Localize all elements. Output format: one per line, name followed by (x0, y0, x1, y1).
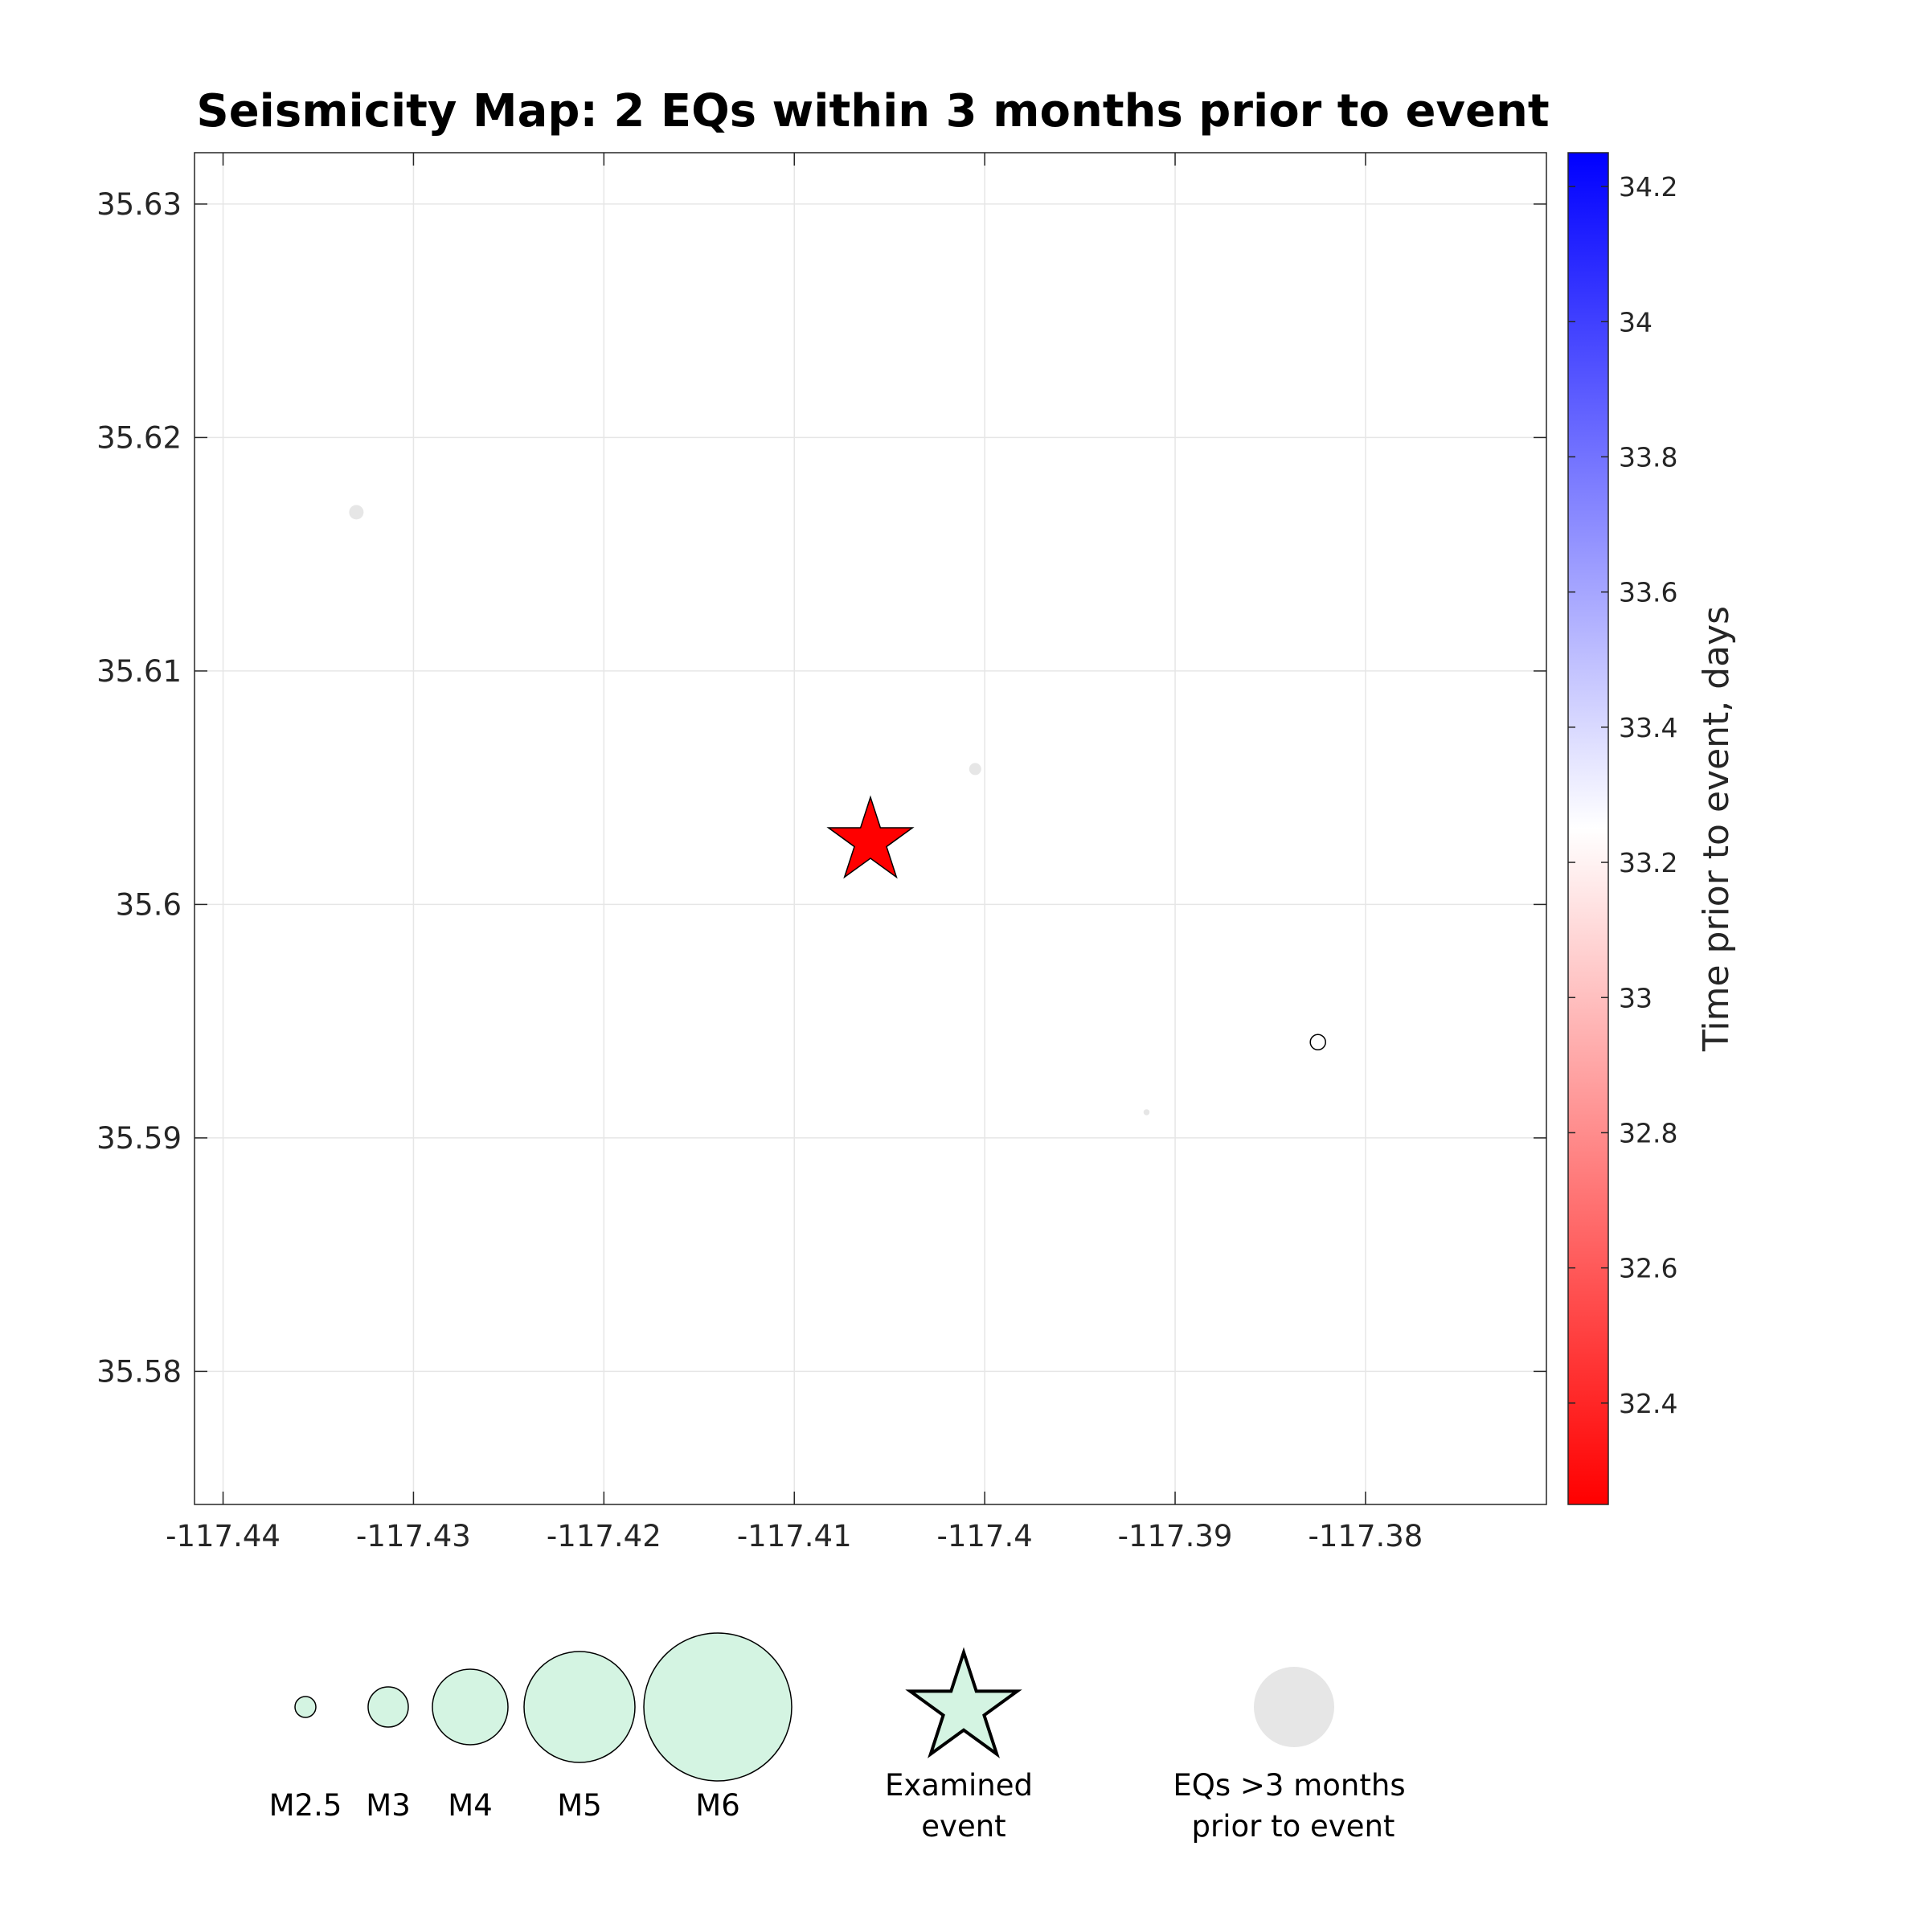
legend-examined-label-line1: Examined (885, 1768, 1033, 1803)
x-tick-label: -117.42 (547, 1519, 661, 1553)
legend-size-m5 (523, 1651, 636, 1763)
recent-event-point (1309, 1034, 1326, 1051)
legend-size-m2-5 (294, 1696, 317, 1718)
legend-old-events-circle (1254, 1667, 1334, 1747)
colorbar-tick-label: 32.8 (1619, 1117, 1677, 1148)
old-event-point (349, 505, 364, 520)
colorbar-tick-label: 32.6 (1619, 1253, 1677, 1284)
colorbar-ticks: 32.4 32.6 32.8 33 33.2 33.4 33.6 33.8 34 34.2 (1568, 171, 1677, 1419)
colorbar-tick-label: 34 (1619, 306, 1653, 338)
chart-title: Seismicity Map: 2 EQs within 3 months pr… (196, 85, 1549, 137)
x-tick-labels: -117.44 -117.43 -117.42 -117.41 -117.4 -117.3… (166, 1519, 1423, 1553)
legend-size-m3 (367, 1686, 409, 1728)
colorbar-tick-label: 33.4 (1619, 712, 1677, 743)
legend-size-label: M5 (557, 1788, 601, 1823)
x-tick-label: -117.39 (1118, 1519, 1233, 1553)
y-tick-label: 35.6 (116, 887, 182, 922)
y-tick-label: 35.58 (96, 1354, 182, 1389)
y-tick-label: 35.62 (96, 420, 182, 455)
x-tick-label: -117.38 (1309, 1519, 1423, 1553)
legend-old-events-label-line1: EQs >3 months (1173, 1768, 1405, 1803)
legend-size-label: M3 (366, 1788, 410, 1823)
legend-size-label: M6 (695, 1788, 739, 1823)
y-tick-label: 35.59 (96, 1121, 182, 1156)
legend-examined-star (905, 1647, 1022, 1758)
y-tick-labels: 35.58 35.59 35.6 35.61 35.62 35.63 (96, 187, 182, 1390)
colorbar-tick-label: 33.6 (1619, 577, 1677, 608)
examined-event-star (826, 795, 915, 879)
colorbar-tick-label: 33.2 (1619, 847, 1677, 878)
legend-size-m4 (432, 1668, 509, 1746)
colorbar-tick-label: 33 (1619, 982, 1653, 1013)
x-tick-label: -117.44 (166, 1519, 281, 1553)
old-event-point (1143, 1109, 1150, 1115)
legend-size-label: M2.5 (269, 1788, 342, 1823)
old-event-point (969, 763, 981, 776)
colorbar-label: Time prior to event, days (1696, 606, 1737, 1052)
x-tick-label: -117.4 (937, 1519, 1033, 1553)
x-tick-label: -117.41 (737, 1519, 852, 1553)
legend-size-m6 (643, 1632, 792, 1782)
grid-lines (195, 153, 1546, 1504)
earthquake-points (349, 505, 1326, 1115)
legend-examined-label-line2: event (921, 1809, 1005, 1844)
axis-ticks (195, 153, 1546, 1504)
legend-size-label: M4 (448, 1788, 492, 1823)
colorbar (1567, 152, 1609, 1505)
plot-frame (194, 152, 1547, 1505)
y-tick-label: 35.63 (96, 187, 182, 222)
y-tick-label: 35.61 (96, 654, 182, 689)
colorbar-tick-label: 32.4 (1619, 1388, 1677, 1419)
x-tick-label: -117.43 (356, 1519, 471, 1553)
legend: M2.5 M3 M4 M5 M6 Examined event EQs >3 months pr… (269, 1632, 1406, 1844)
legend-old-events-label-line2: prior to event (1192, 1809, 1395, 1844)
colorbar-tick-label: 34.2 (1619, 171, 1677, 203)
colorbar-tick-label: 33.8 (1619, 441, 1677, 473)
